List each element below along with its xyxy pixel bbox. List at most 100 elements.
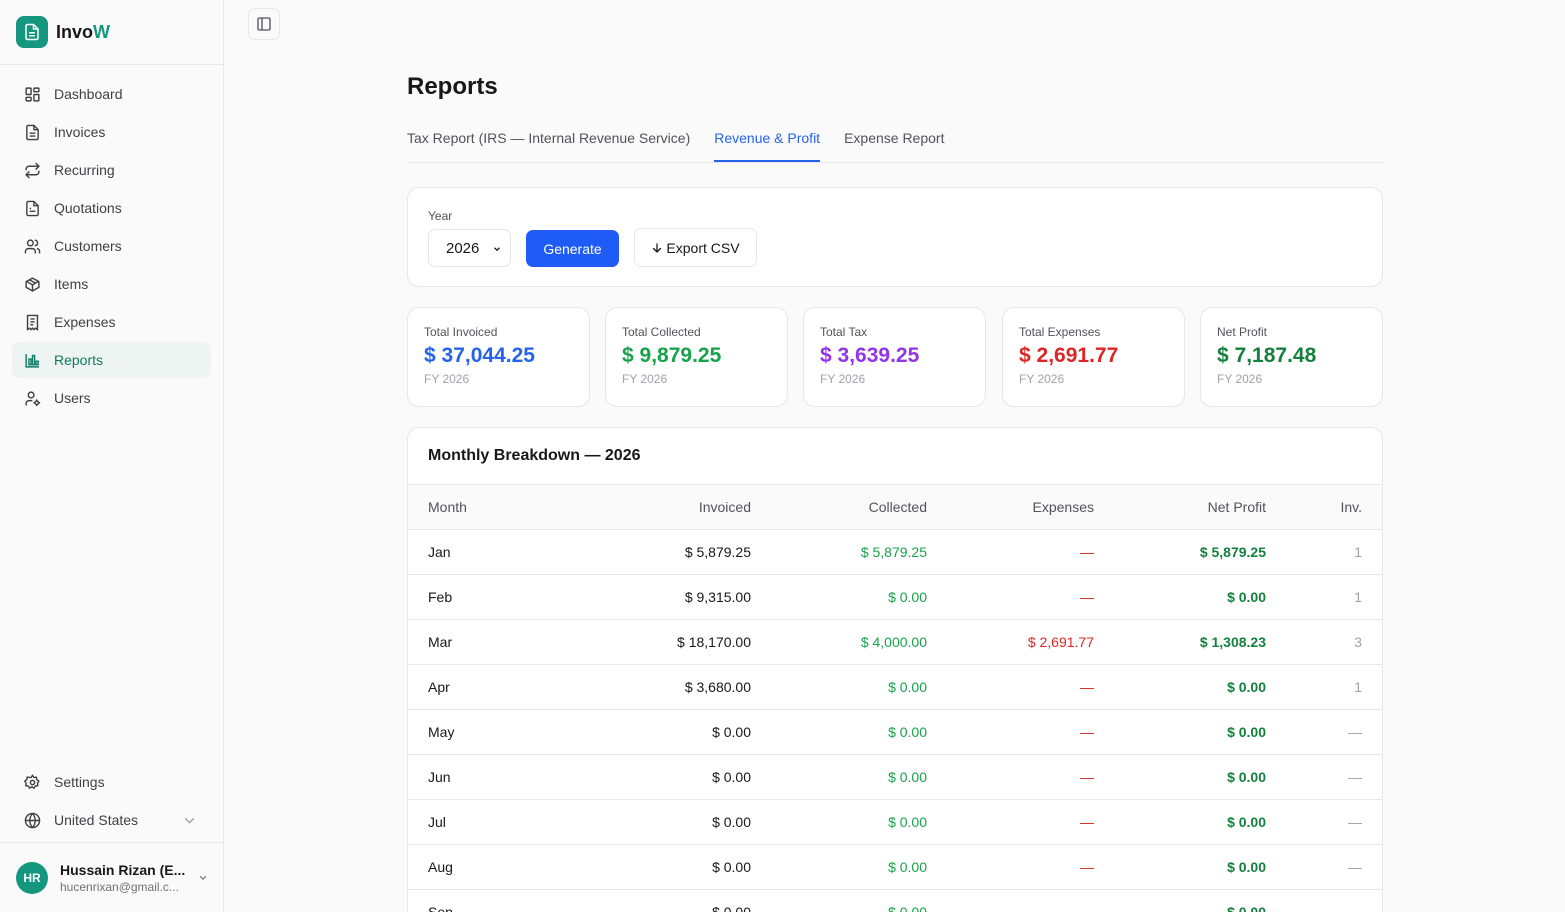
- card-subtitle: FY 2026: [1217, 372, 1263, 386]
- column-header-net-profit: Net Profit: [1207, 499, 1266, 515]
- card-label: Total Collected: [622, 325, 701, 339]
- export-csv-button[interactable]: Export CSV: [634, 228, 757, 267]
- cell-invoice-count: —: [1348, 724, 1362, 740]
- sidebar-item-dashboard[interactable]: Dashboard: [12, 76, 211, 112]
- cell-collected: $ 0.00: [888, 859, 927, 875]
- cell-invoiced: $ 3,680.00: [684, 679, 751, 695]
- cell-net-profit: $ 0.00: [1227, 679, 1266, 695]
- sidebar-item-label: Invoices: [54, 124, 106, 140]
- card-subtitle: FY 2026: [820, 372, 866, 386]
- gear-icon: [24, 773, 40, 789]
- cell-expenses: —: [1080, 589, 1094, 605]
- panel-left-icon: [257, 17, 271, 31]
- year-label: Year: [428, 209, 453, 223]
- sidebar-item-items[interactable]: Items: [12, 266, 211, 302]
- cell-net-profit: $ 0.00: [1227, 904, 1266, 912]
- card-value: $ 2,691.77: [1019, 344, 1119, 367]
- card-value: $ 9,879.25: [622, 344, 722, 367]
- tab-revenue-profit[interactable]: Revenue & Profit: [714, 118, 821, 162]
- sidebar-item-expenses[interactable]: Expenses: [12, 304, 211, 340]
- chevrons-up-down-icon: [199, 875, 207, 880]
- cell-expenses: $ 2,691.77: [1027, 634, 1094, 650]
- sidebar-footer-nav: Settings United States: [12, 764, 211, 840]
- dashboard-icon: [25, 86, 40, 102]
- export-csv-label: Export CSV: [666, 239, 740, 256]
- card-label: Net Profit: [1217, 325, 1268, 339]
- app-logo-icon: [16, 16, 48, 48]
- cell-net-profit: $ 0.00: [1227, 859, 1266, 875]
- summary-card-total-expenses: Total Expenses $ 2,691.77 FY 2026: [1002, 307, 1185, 407]
- cell-invoice-count: —: [1348, 814, 1362, 830]
- sidebar-item-recurring[interactable]: Recurring: [12, 152, 211, 188]
- cell-invoice-count: 1: [1354, 679, 1362, 695]
- column-header-month: Month: [428, 499, 467, 515]
- cell-invoiced: $ 0.00: [712, 814, 751, 830]
- avatar: HR: [16, 861, 48, 894]
- summary-card-total-invoiced: Total Invoiced $ 37,044.25 FY 2026: [407, 307, 590, 407]
- cell-invoice-count: —: [1348, 904, 1362, 912]
- cell-invoiced: $ 0.00: [712, 724, 751, 740]
- sidebar: InvoW Dashboard Invoices Recurring Quota…: [0, 0, 224, 912]
- bar-chart-icon: [25, 353, 39, 368]
- table-row: Jun $ 0.00 $ 0.00 — $ 0.00 —: [408, 755, 1382, 800]
- cell-collected: $ 0.00: [888, 769, 927, 785]
- user-cog-icon: [25, 390, 41, 406]
- cell-month: Sep: [428, 904, 453, 912]
- chevron-down-icon: [184, 817, 195, 824]
- cell-collected: $ 0.00: [888, 679, 927, 695]
- file-text-icon: [26, 124, 39, 140]
- table-row: May $ 0.00 $ 0.00 — $ 0.00 —: [408, 710, 1382, 755]
- cell-net-profit: $ 0.00: [1227, 814, 1266, 830]
- chevron-down-icon: [494, 247, 500, 252]
- sidebar-item-reports[interactable]: Reports: [12, 342, 211, 378]
- brand[interactable]: InvoW: [0, 0, 223, 65]
- arrow-down-icon: [653, 242, 662, 253]
- page-title: Reports: [407, 73, 498, 100]
- sidebar-item-quotations[interactable]: Quotations: [12, 190, 211, 226]
- cell-invoiced: $ 18,170.00: [677, 634, 751, 650]
- cell-month: Jun: [428, 769, 451, 785]
- summary-card-total-collected: Total Collected $ 9,879.25 FY 2026: [605, 307, 788, 407]
- year-select[interactable]: 2026: [428, 229, 511, 267]
- sidebar-item-label: Customers: [54, 238, 122, 254]
- cell-invoiced: $ 0.00: [712, 859, 751, 875]
- cell-collected: $ 0.00: [888, 814, 927, 830]
- summary-cards: Total Invoiced $ 37,044.25 FY 2026 Total…: [407, 307, 1383, 407]
- cell-month: Aug: [428, 859, 453, 875]
- card-subtitle: FY 2026: [424, 372, 470, 386]
- sidebar-item-invoices[interactable]: Invoices: [12, 114, 211, 150]
- cell-expenses: —: [1080, 904, 1094, 912]
- cell-expenses: —: [1080, 724, 1094, 740]
- sidebar-item-label: Items: [54, 276, 89, 292]
- sidebar-item-label: Recurring: [54, 162, 115, 178]
- cell-collected: $ 5,879.25: [860, 544, 927, 560]
- file-icon: [26, 200, 39, 216]
- summary-card-net-profit: Net Profit $ 7,187.48 FY 2026: [1200, 307, 1383, 407]
- user-menu[interactable]: HR Hussain Rizan (E... hucenrixan@gmail.…: [0, 842, 223, 912]
- tab-tax-report[interactable]: Tax Report (IRS — Internal Revenue Servi…: [407, 130, 691, 146]
- monthly-breakdown-table: Monthly Breakdown — 2026 Month Invoiced …: [407, 427, 1383, 912]
- card-value: $ 3,639.25: [820, 344, 920, 367]
- region-selector[interactable]: United States: [12, 802, 211, 838]
- cell-expenses: —: [1080, 679, 1094, 695]
- table-row: Feb $ 9,315.00 $ 0.00 — $ 0.00 1: [408, 575, 1382, 620]
- globe-icon: [24, 812, 41, 828]
- sidebar-toggle-button[interactable]: [248, 8, 280, 40]
- card-label: Total Tax: [820, 325, 868, 339]
- card-label: Total Expenses: [1019, 325, 1101, 339]
- generate-button[interactable]: Generate: [526, 230, 619, 267]
- sidebar-nav: Dashboard Invoices Recurring Quotations …: [0, 65, 223, 416]
- cell-collected: $ 0.00: [888, 724, 927, 740]
- cell-expenses: —: [1080, 814, 1094, 830]
- table-row: Mar $ 18,170.00 $ 4,000.00 $ 2,691.77 $ …: [408, 620, 1382, 665]
- sidebar-item-settings[interactable]: Settings: [12, 764, 211, 800]
- card-subtitle: FY 2026: [622, 372, 668, 386]
- cell-net-profit: $ 5,879.25: [1199, 544, 1266, 560]
- card-value: $ 7,187.48: [1217, 344, 1317, 367]
- region-label: United States: [54, 812, 139, 828]
- tab-expense-report[interactable]: Expense Report: [844, 130, 945, 146]
- sidebar-item-users[interactable]: Users: [12, 380, 211, 416]
- repeat-icon: [25, 162, 40, 178]
- cell-collected: $ 4,000.00: [860, 634, 927, 650]
- sidebar-item-customers[interactable]: Customers: [12, 228, 211, 264]
